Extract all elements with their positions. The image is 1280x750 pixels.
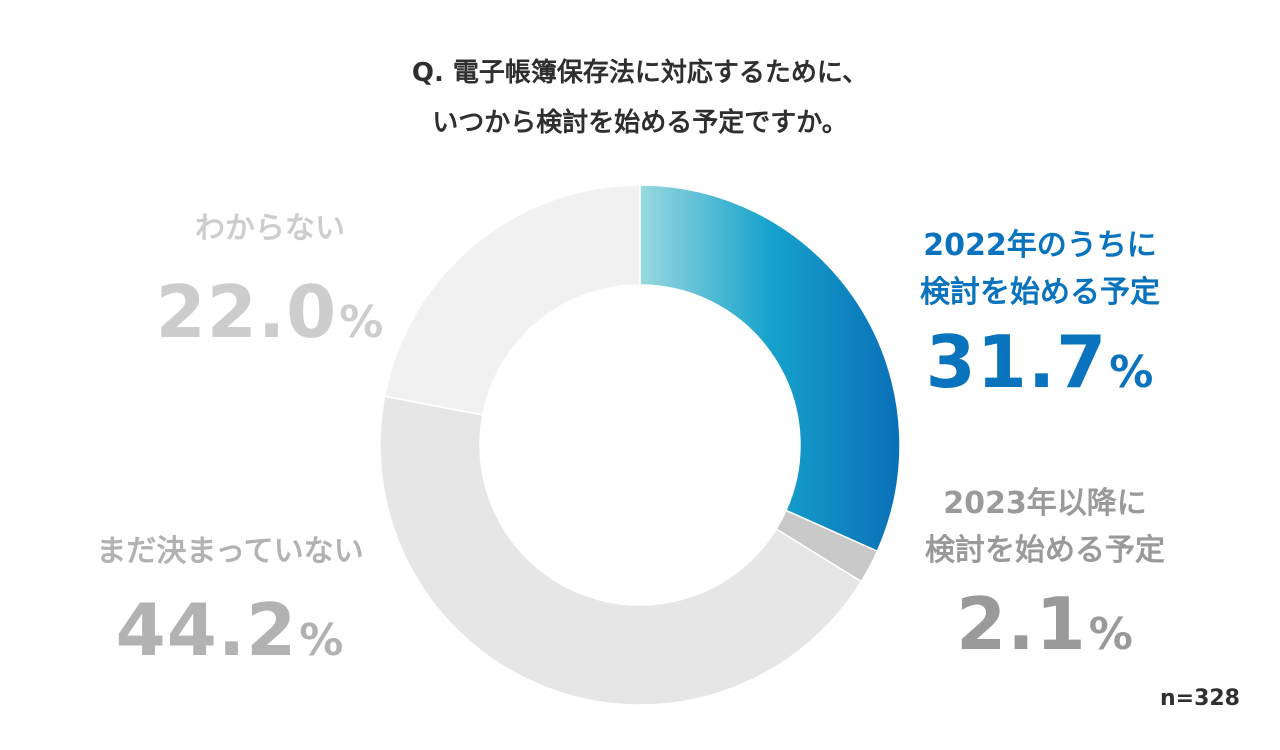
label-undecided: まだ決まっていない 44.2% [60, 528, 400, 681]
donut-slices [379, 184, 901, 706]
slice-2022 [639, 184, 901, 553]
chart-title: Q. 電子帳簿保存法に対応するために、 いつから検討を始める予定ですか。 [0, 48, 1280, 148]
label-unknown-percent-sign: % [339, 297, 385, 348]
slice-unknown [383, 184, 641, 416]
label-2022: 2022年のうちに 検討を始める予定 31.7% [890, 222, 1190, 413]
label-2023: 2023年以降に 検討を始める予定 2.1% [895, 480, 1195, 675]
label-2022-line2: 検討を始める予定 [920, 275, 1160, 310]
label-unknown-number: 22.0 [155, 270, 338, 354]
label-2023-line1: 2023年以降に [943, 486, 1147, 521]
label-2022-percent-sign: % [1109, 347, 1155, 398]
slice-undecided [379, 395, 863, 706]
label-2022-number: 31.7 [925, 320, 1108, 404]
label-2023-percent-sign: % [1088, 609, 1134, 660]
label-undecided-percent-sign: % [299, 615, 345, 666]
label-2023-value: 2.1% [895, 584, 1195, 675]
label-undecided-line1: まだ決まっていない [96, 534, 364, 569]
label-2022-line1: 2022年のうちに [923, 228, 1157, 263]
label-2022-value: 31.7% [890, 322, 1190, 413]
label-unknown-value: 22.0% [120, 272, 420, 363]
label-unknown: わからない 22.0% [120, 205, 420, 363]
chart-title-line2: いつから検討を始める予定ですか。 [432, 108, 848, 138]
label-undecided-number: 44.2 [115, 588, 298, 672]
label-2023-number: 2.1 [956, 582, 1087, 666]
label-2023-line2: 検討を始める予定 [925, 533, 1165, 568]
label-unknown-line1: わからない [195, 211, 345, 246]
sample-size: n=328 [1159, 686, 1240, 711]
chart-title-line1: Q. 電子帳簿保存法に対応するために、 [411, 58, 869, 88]
label-undecided-value: 44.2% [60, 590, 400, 681]
